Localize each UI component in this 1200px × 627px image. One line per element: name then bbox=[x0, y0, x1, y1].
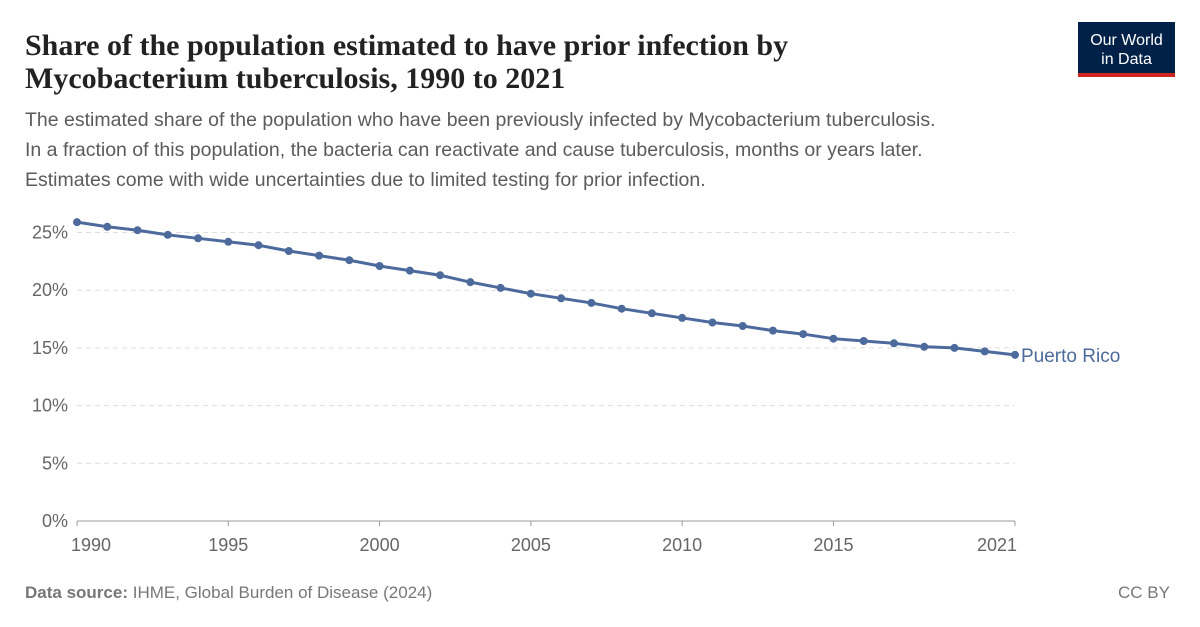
y-tick-label: 10% bbox=[32, 396, 68, 416]
data-point bbox=[980, 347, 989, 356]
y-tick-label: 20% bbox=[32, 280, 68, 300]
subtitle: Estimates come with wide uncertainties d… bbox=[25, 169, 706, 191]
data-point bbox=[708, 318, 717, 327]
data-point bbox=[73, 218, 81, 227]
data-point bbox=[920, 342, 929, 351]
chart-title: Mycobacterium tuberculosis, 1990 to 2021 bbox=[25, 62, 565, 95]
data-point bbox=[859, 337, 868, 345]
series-label: Puerto Rico bbox=[1021, 346, 1120, 367]
logo-text: in Data bbox=[1101, 51, 1152, 68]
data-point bbox=[889, 339, 898, 348]
data-point bbox=[647, 309, 656, 318]
data-point bbox=[103, 222, 112, 231]
data-point bbox=[254, 241, 263, 250]
data-point bbox=[284, 247, 293, 255]
x-tick-label: 2015 bbox=[813, 535, 853, 555]
logo-text: Our World bbox=[1090, 32, 1163, 49]
license[interactable]: CC BY bbox=[1118, 583, 1170, 602]
data-point bbox=[587, 298, 596, 307]
subtitle: The estimated share of the population wh… bbox=[25, 109, 936, 131]
data-point bbox=[405, 266, 414, 275]
data-point bbox=[617, 304, 626, 313]
data-point bbox=[436, 271, 445, 280]
data-point bbox=[829, 334, 838, 343]
data-point bbox=[315, 251, 324, 260]
data-point bbox=[375, 262, 384, 270]
data-point bbox=[768, 326, 777, 335]
y-tick-label: 0% bbox=[42, 511, 68, 531]
x-tick-label: 2021 bbox=[977, 535, 1017, 555]
data-point bbox=[163, 230, 172, 239]
data-point bbox=[526, 289, 535, 298]
data-point bbox=[557, 294, 566, 303]
data-point bbox=[496, 283, 505, 292]
data-point bbox=[950, 343, 959, 352]
data-point bbox=[194, 234, 203, 243]
data-point bbox=[466, 278, 475, 287]
y-tick-label: 25% bbox=[32, 223, 68, 243]
source: Data source: IHME, Global Burden of Dise… bbox=[25, 583, 432, 602]
data-point bbox=[738, 322, 747, 330]
subtitle: In a fraction of this population, the ba… bbox=[25, 139, 923, 161]
data-point bbox=[224, 237, 233, 246]
chart-title: Share of the population estimated to hav… bbox=[25, 29, 788, 62]
y-tick-label: 5% bbox=[42, 453, 68, 473]
x-tick-label: 2010 bbox=[662, 535, 702, 555]
x-tick-label: 2005 bbox=[511, 535, 551, 555]
data-point bbox=[799, 330, 808, 339]
source-text: IHME, Global Burden of Disease (2024) bbox=[133, 583, 433, 602]
x-tick-label: 1995 bbox=[208, 535, 248, 555]
data-point bbox=[133, 226, 142, 235]
data-point bbox=[678, 313, 687, 322]
x-tick-label: 2000 bbox=[360, 535, 400, 555]
series-line bbox=[76, 220, 1016, 357]
source-label: Data source: bbox=[25, 583, 128, 602]
y-tick-label: 15% bbox=[32, 338, 68, 358]
logo[interactable]: Our World in Data bbox=[1078, 22, 1175, 77]
data-point bbox=[1011, 350, 1019, 359]
logo-bar bbox=[1078, 73, 1175, 77]
logo-box bbox=[1078, 22, 1175, 77]
x-tick-label: 1990 bbox=[71, 535, 111, 555]
data-point bbox=[345, 256, 354, 265]
